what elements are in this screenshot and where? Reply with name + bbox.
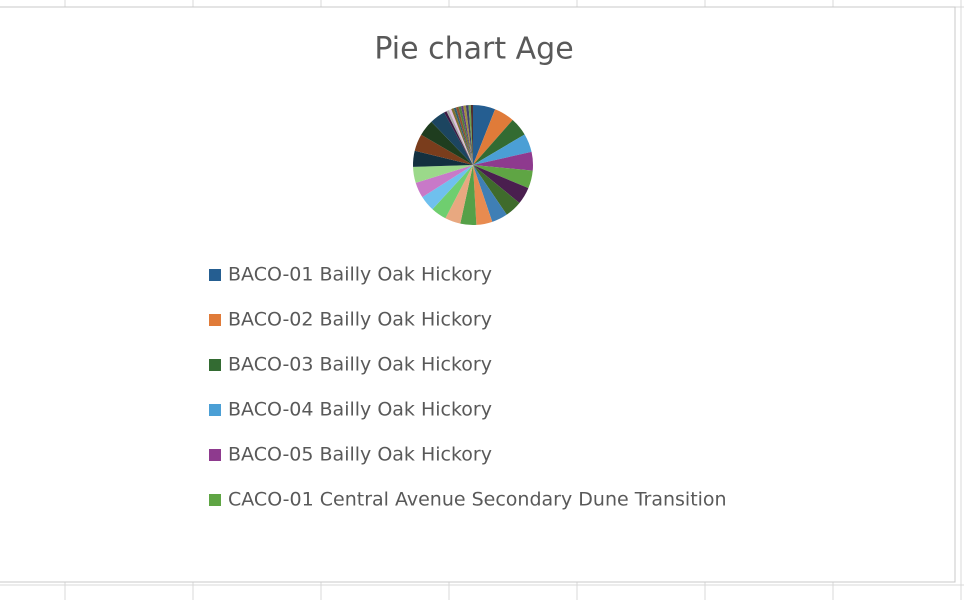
pie-slice [473, 109, 513, 165]
legend-swatch [209, 449, 221, 461]
pie-slice [451, 108, 473, 165]
pie-slice [413, 150, 473, 167]
pie-slice [422, 165, 473, 210]
pie-slice [473, 165, 507, 222]
pie-slice [473, 119, 525, 165]
legend-label: BACO-03 Bailly Oak Hickory [228, 354, 492, 376]
pie-slice [444, 111, 473, 165]
pie-slice [473, 165, 493, 225]
pie-slice [468, 105, 473, 165]
pie-slice [448, 109, 473, 165]
legend-swatch [209, 314, 221, 326]
pie-slice [415, 165, 473, 198]
pie-slice [413, 165, 473, 183]
pie-slice [414, 134, 473, 165]
pie-slice [473, 165, 529, 203]
pie-slice [470, 105, 473, 165]
legend-swatch [209, 494, 221, 506]
chart-area [0, 6, 956, 583]
pie-slice [453, 107, 473, 165]
pie-slice [473, 165, 533, 189]
legend-swatch [209, 359, 221, 371]
pie-slice [445, 165, 473, 224]
legend-label: BACO-02 Bailly Oak Hickory [228, 309, 492, 331]
pie-slice [461, 105, 473, 165]
pie-slice [473, 165, 520, 215]
pie-slice [421, 121, 473, 165]
pie-slice [473, 134, 532, 165]
legend-label: BACO-05 Bailly Oak Hickory [228, 444, 492, 466]
pie-slice [458, 106, 473, 165]
legend-label: CACO-01 Central Avenue Secondary Dune Tr… [228, 489, 727, 511]
legend-swatch [209, 269, 221, 281]
legend-label: BACO-01 Bailly Oak Hickory [228, 264, 492, 286]
legend-label: BACO-04 Bailly Oak Hickory [228, 399, 492, 421]
pie-slice [455, 106, 473, 165]
pie-slice [432, 165, 473, 219]
pie-slice [473, 105, 496, 165]
chart-title: Pie chart Age [374, 32, 573, 67]
pie-slice [431, 112, 473, 165]
pie-slice [473, 151, 533, 171]
pie-slice [460, 165, 477, 226]
pie-slice [465, 105, 473, 165]
pie-slice [463, 105, 473, 165]
pie-slice [446, 110, 473, 165]
legend-swatch [209, 404, 221, 416]
